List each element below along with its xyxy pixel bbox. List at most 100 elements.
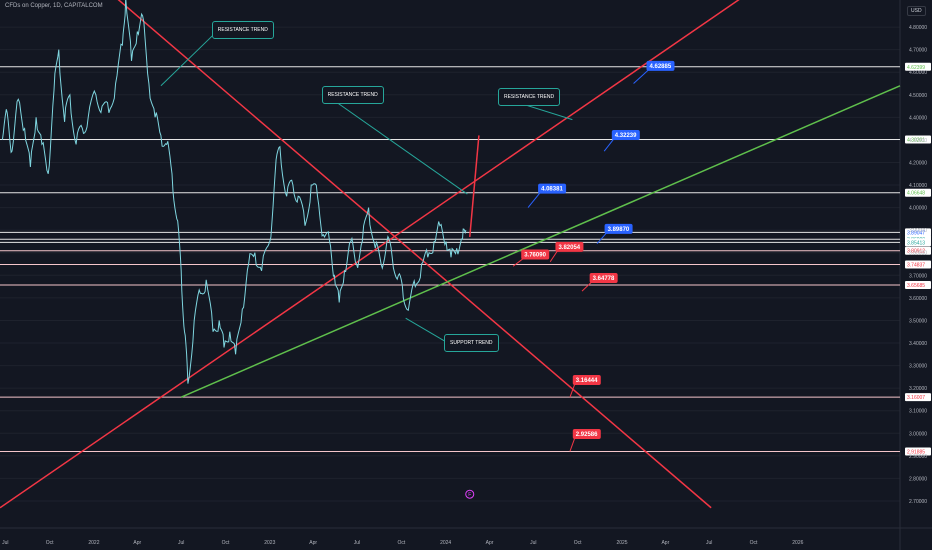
y-tick-label: 3.80000: [909, 251, 927, 257]
callout-box: [646, 60, 675, 71]
x-tick-label: 2025: [616, 540, 627, 546]
level-label: 3.89047: [907, 230, 925, 236]
level-badge: [905, 135, 931, 144]
level-label: 3.65685: [907, 283, 925, 289]
y-tick-label: 3.00000: [909, 431, 927, 437]
x-tick-label: Jul: [2, 540, 8, 546]
callout-pointer: [512, 258, 524, 267]
callout-pointer: [527, 192, 541, 208]
y-tick-label: 2.90000: [909, 454, 927, 460]
level-label: 4.62399: [907, 65, 925, 71]
y-tick-label: 3.10000: [909, 409, 927, 415]
x-tick-label: Oct: [574, 540, 582, 546]
x-tick-label: Jul: [530, 540, 536, 546]
trendlines: [0, 0, 901, 509]
level-badge: [905, 281, 931, 290]
support-trendline: [180, 85, 901, 398]
callout-box: [555, 241, 584, 252]
callout-box: [611, 129, 640, 140]
callout-label: 2.92586: [576, 432, 598, 438]
x-tick-label: Jul: [706, 540, 712, 546]
callout-box: [538, 183, 567, 194]
resistance-trendline: [0, 0, 740, 509]
event-marker-circle: [465, 489, 475, 499]
x-tick-label: Oct: [46, 540, 54, 546]
annotation-label[interactable]: SUPPORT TREND: [444, 334, 499, 353]
y-tick-label: 3.50000: [909, 318, 927, 324]
x-tick-label: Apr: [309, 540, 317, 546]
level-label: 2.91885: [907, 450, 925, 456]
x-tick-label: Oct: [222, 540, 230, 546]
x-tick-label: Apr: [661, 540, 669, 546]
annotation-label[interactable]: RESISTANCE TREND: [211, 20, 274, 39]
x-tick-label: Jul: [354, 540, 360, 546]
callout-box: [572, 375, 601, 386]
annotation-pointer: [405, 317, 451, 345]
price-line: [1, 0, 467, 384]
y-tick-label: 4.70000: [909, 48, 927, 54]
x-tick-label: 2023: [264, 540, 275, 546]
event-marker-label: F: [468, 492, 471, 498]
level-badge: [905, 260, 931, 269]
level-label: 3.80912: [907, 249, 925, 255]
callout-pointer: [596, 232, 607, 245]
x-axis: Jul Oct 2022 Apr Jul Oct 2023 Apr Jul Oct 2024 Apr J…: [2, 540, 804, 546]
y-tick-label: 3.70000: [909, 273, 927, 279]
callout-box: [604, 223, 633, 234]
annotation-label[interactable]: RESISTANCE TREND: [321, 86, 384, 104]
callout-box: [521, 249, 550, 260]
callout-pointer: [569, 383, 576, 398]
level-badge: [905, 447, 931, 456]
y-tick-label: 3.20000: [909, 386, 927, 392]
x-tick-label: Oct: [750, 540, 758, 546]
y-tick-label: 2.70000: [909, 499, 927, 505]
callout-box: [589, 273, 618, 284]
callout-label: 3.16444: [576, 378, 598, 384]
y-tick-label: 2.80000: [909, 476, 927, 482]
annotation-label[interactable]: RESISTANCE TREND: [497, 88, 561, 107]
level-label: 3.74837: [907, 262, 925, 268]
callout-label: 3.76090: [524, 253, 546, 259]
callout-pointer: [581, 281, 592, 292]
callout-pointer: [603, 138, 615, 152]
y-tick-label: 4.40000: [909, 115, 927, 121]
annotation-pointer: [160, 30, 219, 87]
x-tick-label: 2024: [440, 540, 451, 546]
callout-pointer: [569, 437, 576, 452]
y-tick-label: 3.30000: [909, 364, 927, 370]
level-label: 4.06648: [907, 191, 925, 197]
callout-pointer: [549, 250, 558, 263]
y-tick-label: 4.60000: [909, 70, 927, 76]
level-badge: [905, 228, 931, 237]
level-label: 4.30201: [907, 137, 925, 143]
y-tick-label: 4.30000: [909, 138, 927, 144]
annotation-pointer: [327, 95, 468, 195]
callout-label: 3.82054: [558, 245, 580, 251]
callout-label: 4.08381: [541, 187, 563, 193]
callout-pointer: [633, 69, 649, 84]
x-tick-label: 2026: [792, 540, 803, 546]
y-tick-label: 4.10000: [909, 183, 927, 189]
y-tick-label: 4.80000: [909, 25, 927, 31]
x-tick-label: Oct: [397, 540, 405, 546]
callout-label: 4.62885: [650, 64, 672, 70]
y-tick-label: 3.60000: [909, 296, 927, 302]
level-badge: [905, 238, 931, 247]
currency-badge[interactable]: USD: [907, 6, 926, 16]
resistance-trendline: [117, 0, 712, 509]
resistance-trendline: [469, 135, 480, 238]
callout-label: 4.32239: [615, 133, 637, 139]
y-tick-label: 3.90000: [909, 228, 927, 234]
level-badge: [905, 188, 931, 197]
chart-title: CFDs on Copper, 1D, CAPITALCOM: [5, 3, 103, 9]
y-tick-label: 4.00000: [909, 206, 927, 212]
level-label: 3.16007: [907, 395, 925, 401]
callout-label: 3.89870: [608, 227, 630, 233]
callout-box: [572, 428, 601, 439]
horizontal-levels: 4.623994.302014.066483.890473.860003.854…: [0, 62, 931, 456]
y-tick-label: 4.50000: [909, 93, 927, 99]
callout-label: 3.64778: [593, 276, 615, 282]
event-marker: F: [465, 489, 475, 499]
